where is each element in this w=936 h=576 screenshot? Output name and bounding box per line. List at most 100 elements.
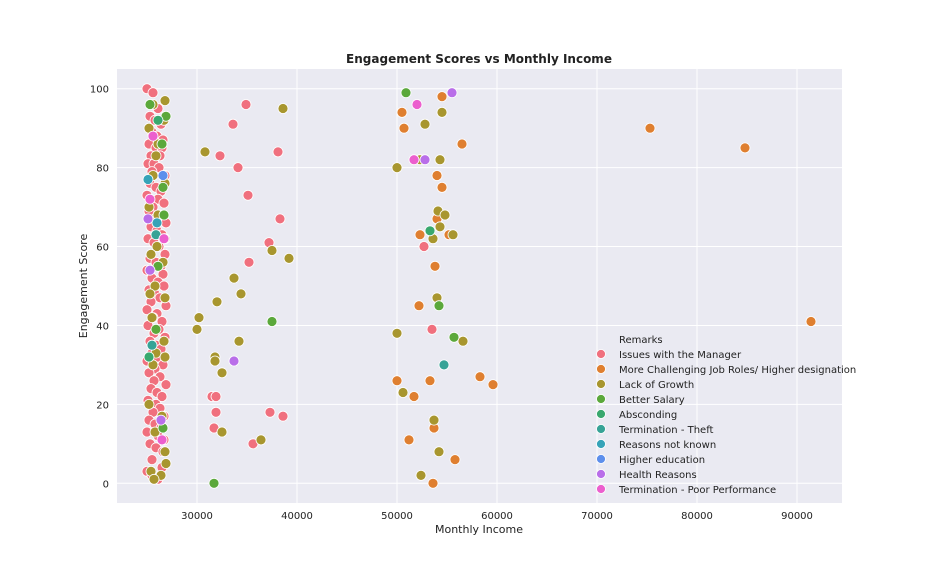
data-point [431,170,443,181]
data-point [214,150,226,162]
data-point [146,339,158,351]
data-point [144,288,156,300]
data-point [151,217,163,229]
data-point [158,280,170,292]
data-point [436,107,448,118]
legend-entry: Higher education [619,455,705,466]
data-point [474,371,486,383]
data-point [449,454,461,466]
data-point [208,477,220,489]
data-point [414,229,426,241]
x-tick-label: 30000 [181,511,213,522]
data-point [146,454,158,466]
data-point [434,154,446,166]
data-point [283,252,295,264]
data-point [456,138,468,150]
x-tick-label: 70000 [581,511,613,522]
data-point [228,272,240,284]
data-point [142,213,154,225]
data-point [235,288,247,300]
legend-marker [596,364,606,374]
data-point [448,331,460,343]
data-point [411,99,423,110]
data-point [433,300,445,312]
data-point [242,189,254,201]
data-point [151,241,163,252]
legend-marker [596,454,606,464]
data-point [447,229,459,241]
legend: Remarks Issues with the Manager More Chal… [596,335,856,496]
data-point [413,300,425,312]
data-point [403,434,415,446]
data-point [209,355,221,367]
data-point [266,245,278,256]
data-point [426,323,438,335]
data-point [439,209,451,221]
data-point [158,335,170,347]
data-point [436,91,448,102]
x-tick-label: 90000 [781,511,813,522]
data-point [159,351,171,363]
legend-entry: Health Reasons [619,470,697,481]
data-point [415,469,427,481]
y-tick-label: 20 [96,400,109,411]
data-point [644,122,656,134]
data-point [277,410,289,422]
data-point [446,87,458,99]
data-point [191,323,203,335]
y-axis-label: Engagement Score [77,234,90,339]
data-point [243,256,255,268]
legend-entry: Lack of Growth [619,380,694,391]
data-point [266,316,278,327]
data-point [155,414,167,426]
data-point [419,154,431,166]
data-point [159,95,171,106]
legend-marker [596,394,606,404]
data-point [147,130,159,142]
data-points [141,83,817,489]
legend-marker [596,424,606,434]
data-point [424,225,436,237]
legend-marker [596,379,606,389]
data-point [147,87,159,99]
y-tick-label: 40 [96,321,109,332]
data-point [156,434,168,446]
legend-entry: Issues with the Manager [619,350,742,361]
legend-marker [596,349,606,359]
data-point [210,406,222,418]
data-point [274,213,286,225]
legend-marker [596,469,606,479]
x-tick-label: 40000 [281,511,313,522]
legend-entry: Reasons not known [619,440,716,451]
data-point [149,280,161,292]
data-point [216,426,228,438]
chart-title: Engagement Scores vs Monthly Income [346,52,612,66]
data-point [397,387,409,398]
legend-marker [596,409,606,419]
data-point [156,138,168,150]
x-tick-label: 60000 [481,511,513,522]
data-point [408,154,420,166]
y-tick-label: 80 [96,164,109,175]
data-point [157,268,169,280]
data-point [264,406,276,418]
legend-entry: More Challenging Job Roles/ Higher desig… [619,365,856,376]
data-point [143,351,155,363]
legend-title: Remarks [619,335,663,346]
x-axis-label: Monthly Income [435,523,523,536]
data-point [457,335,469,347]
data-point [400,87,412,99]
data-point [160,379,172,391]
data-point [211,296,223,308]
data-point [408,391,420,402]
legend-entry: Better Salary [619,395,685,406]
data-point [427,477,439,489]
data-point [142,174,154,185]
data-point [255,434,267,446]
data-point [146,312,158,324]
data-point [159,292,171,304]
plot-background [117,69,842,503]
x-tick-label: 80000 [681,511,713,522]
data-point [436,181,448,193]
